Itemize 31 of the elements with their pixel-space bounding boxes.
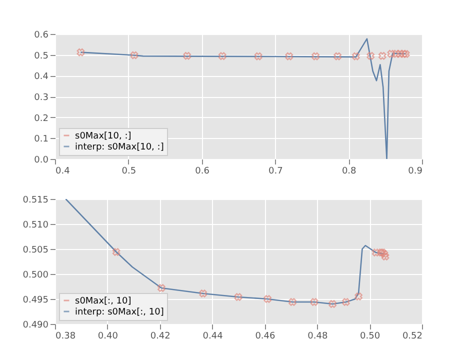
y-tick-label: 0.5	[34, 51, 48, 62]
y-tick-label: 0.510	[22, 220, 49, 230]
x-tick-label: 0.42	[150, 332, 170, 342]
x-tick-label: 0.46	[255, 332, 276, 342]
legend-label: interp: s0Max[:, 10]	[75, 308, 164, 318]
legend-label: s0Max[:, 10]	[75, 296, 132, 306]
x-tick-label: 0.8	[342, 166, 357, 176]
y-tick-label: 0.1	[34, 134, 48, 145]
x-tick-label: 0.4	[56, 166, 70, 176]
x-tick-label: 0.50	[360, 332, 380, 342]
y-tick-label: 0.495	[22, 296, 48, 306]
y-tick-label: 0.6	[34, 30, 49, 40]
x-tick-label: 0.7	[268, 166, 283, 176]
legend-label: s0Max[10, :]	[75, 132, 132, 142]
y-tick-label: 0.515	[22, 196, 48, 206]
y-tick-label: 0.2	[34, 114, 48, 124]
y-tick-label: 0.4	[34, 72, 49, 82]
y-tick-label: 0.500	[22, 270, 49, 280]
x-tick-label: 0.40	[98, 332, 118, 342]
y-tick-label: 0.0	[34, 156, 49, 166]
x-tick-label: 0.48	[308, 332, 328, 342]
y-tick-label: 0.505	[22, 246, 48, 256]
x-tick-label: 0.44	[202, 332, 224, 342]
x-tick-label: 0.52	[402, 332, 422, 342]
y-tick-label: 0.490	[22, 320, 49, 330]
x-tick-label: 0.5	[122, 166, 136, 176]
x-tick-label: 0.6	[195, 166, 210, 176]
y-tick-label: 0.3	[34, 93, 48, 103]
x-tick-label: 0.9	[408, 166, 423, 176]
legend-label: interp: s0Max[10, :]	[75, 142, 164, 152]
x-tick-label: 0.38	[56, 332, 76, 342]
